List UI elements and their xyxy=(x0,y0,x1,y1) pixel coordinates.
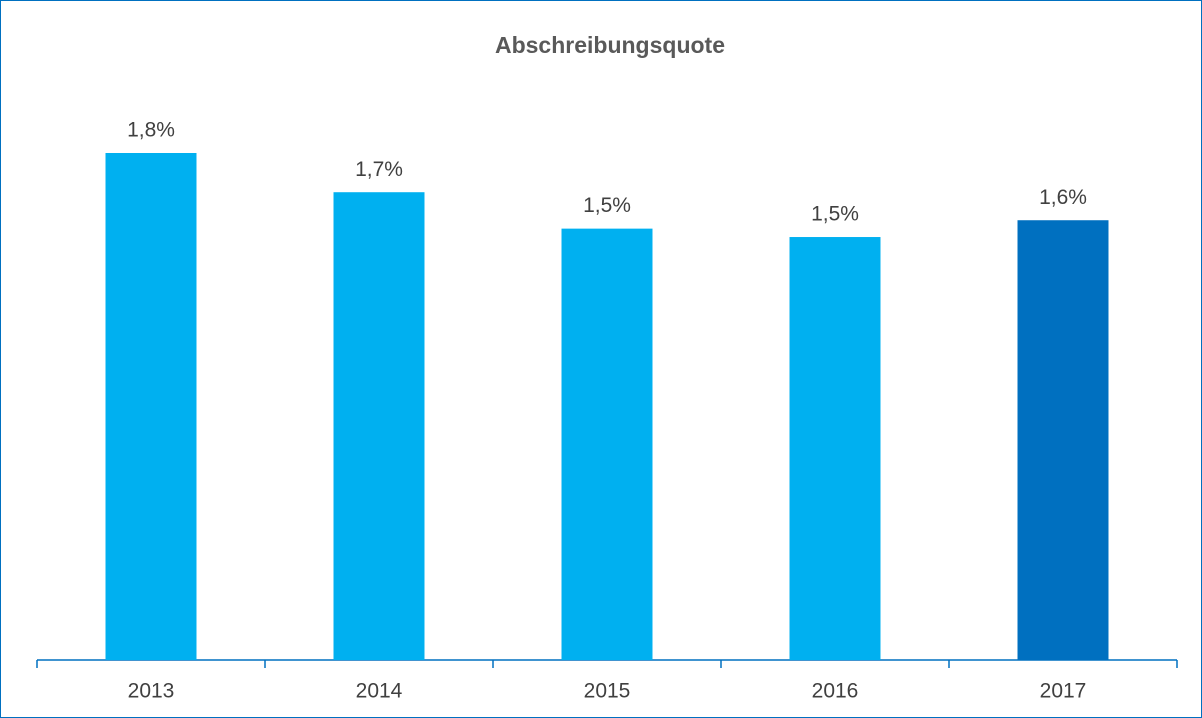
chart-title: Abschreibungsquote xyxy=(495,32,725,58)
value-label: 1,5% xyxy=(583,194,631,217)
bar xyxy=(561,228,653,661)
value-label: 1,5% xyxy=(811,203,859,226)
x-tick-label: 2015 xyxy=(584,680,631,703)
bar xyxy=(333,192,425,661)
x-tick-label: 2014 xyxy=(356,680,403,703)
bar xyxy=(1017,220,1109,661)
value-label: 1,7% xyxy=(355,158,403,181)
x-tick-label: 2017 xyxy=(1040,680,1087,703)
x-tick-label: 2016 xyxy=(812,680,859,703)
bar xyxy=(789,237,881,660)
bar xyxy=(105,153,197,660)
value-label: 1,8% xyxy=(127,119,175,142)
value-label: 1,6% xyxy=(1039,186,1087,209)
x-tick-label: 2013 xyxy=(128,680,175,703)
